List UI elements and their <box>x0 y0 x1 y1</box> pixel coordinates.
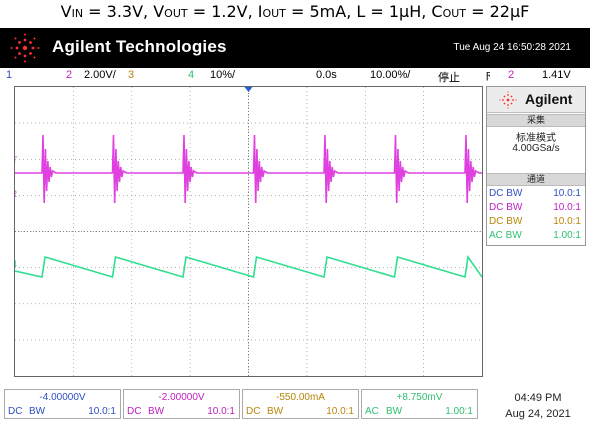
channels-section-title[interactable]: 通道 <box>487 173 585 186</box>
side-channel-row: AC BW 1.00:1 <box>489 230 581 241</box>
run-state[interactable]: 停止 <box>438 72 460 84</box>
ch2-indicator[interactable]: 2 <box>66 69 73 81</box>
side-info-panel: Agilent 采集 标准模式 4.00GSa/s 通道 DC BW 10.0:1… <box>486 86 586 246</box>
ch3-offset-box[interactable]: -550.00mA DC BW 10.0:1 <box>242 389 359 419</box>
figure-caption: VIN = 3.3V, VOUT = 1.2V, IOUT = 5mA, L =… <box>60 2 530 21</box>
clock-time: 04:49 PM <box>514 392 562 404</box>
trigger-channel: 2 <box>508 69 515 81</box>
brand-name: Agilent Technologies <box>52 37 227 56</box>
ch2-offset-box[interactable]: -2.00000V DC BW 10.0:1 <box>123 389 240 419</box>
trigger-level: 1.41V <box>542 69 571 81</box>
ch3-indicator[interactable]: 3 <box>128 69 135 81</box>
agilent-spark-small-icon <box>499 91 517 109</box>
side-channel-row: DC BW 10.0:1 <box>489 202 581 213</box>
channel-offset-bar: -4.00000V DC BW 10.0:1 -2.00000V DC BW 10.0:… <box>4 389 480 419</box>
trigger-position-marker-icon <box>244 87 253 92</box>
ch4-offset-box[interactable]: +8.750mV AC BW 1.00:1 <box>361 389 478 419</box>
ch2-scale: 2.00V/ <box>84 69 116 81</box>
agilent-spark-logo-icon <box>10 33 40 63</box>
waveform-graticule: T 2 4 <box>15 87 482 376</box>
waveform-display[interactable]: T 2 4 <box>14 86 483 377</box>
header-datetime: Tue Aug 24 16:50:28 2021 <box>453 42 571 53</box>
scope-header: Agilent Technologies Tue Aug 24 16:50:28… <box>0 28 590 68</box>
ch4-indicator[interactable]: 4 <box>188 69 195 81</box>
trigger-level-marker: T <box>15 155 18 165</box>
time-offset: 0.0s <box>316 69 337 81</box>
scope-status-bar: 1 2 2.00V/ 3 4 10%/ 0.0s 10.00%/ 停止 ϝ 2 … <box>0 68 590 84</box>
ch4-ground-marker: 4 <box>15 259 17 269</box>
trigger-edge-icon: ϝ <box>486 69 491 81</box>
ch1-indicator[interactable]: 1 <box>6 69 13 81</box>
time-scale: 10.00%/ <box>370 69 411 81</box>
ch2-waveform <box>15 134 482 204</box>
clock-date: Aug 24, 2021 <box>505 408 571 420</box>
system-clock: 04:49 PM Aug 24, 2021 <box>498 390 578 422</box>
ch1-offset-box[interactable]: -4.00000V DC BW 10.0:1 <box>4 389 121 419</box>
ch2-ground-marker: 2 <box>15 189 17 199</box>
acquire-mode: 标准模式 <box>516 133 556 144</box>
ch4-waveform <box>15 254 482 279</box>
side-brand: Agilent <box>525 91 573 107</box>
sample-rate: 4.00GSa/s <box>512 143 560 154</box>
side-channel-row: DC BW 10.0:1 <box>489 188 581 199</box>
acquire-section-title[interactable]: 采集 <box>487 114 585 127</box>
side-logo-block: Agilent <box>487 87 585 113</box>
side-channel-row: DC BW 10.0:1 <box>489 216 581 227</box>
ch4-scale: 10%/ <box>210 69 236 81</box>
